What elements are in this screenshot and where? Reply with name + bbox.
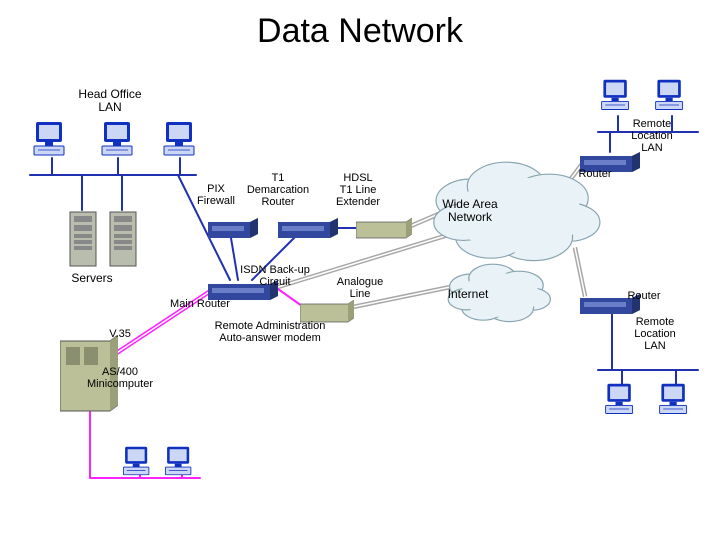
server-icon (108, 210, 140, 275)
pc-icon (598, 78, 634, 119)
lbl-analogue: Analogue Line (325, 276, 395, 300)
pc-icon (120, 445, 154, 484)
pc-icon (162, 445, 196, 484)
lbl-remote2: Remote Location LAN (620, 316, 690, 352)
pc-icon (98, 120, 138, 165)
pc-icon (602, 382, 638, 423)
lbl-mainrouter: Main Router (160, 298, 240, 310)
lbl-remadmin: Remote Administration Auto-answer modem (185, 320, 355, 344)
router-icon (208, 218, 258, 245)
lbl-servers: Servers (57, 272, 127, 285)
lbl-isdn: ISDN Back-up Circuit (225, 264, 325, 288)
lbl-v35: V.35 (100, 328, 140, 340)
pc-icon (652, 78, 688, 119)
lbl-wan: Wide Area Network (420, 198, 520, 224)
page-title: Data Network (0, 12, 720, 51)
pc-icon (160, 120, 200, 165)
lbl-t1router: T1 Demarcation Router (238, 172, 318, 208)
lbl-head-office: Head Office LAN (60, 88, 160, 114)
lbl-router1: Router (570, 168, 620, 180)
lbl-hdsl: HDSL T1 Line Extender (323, 172, 393, 208)
device-box-icon (356, 218, 412, 245)
server-icon (68, 210, 100, 275)
pc-icon (30, 120, 70, 165)
lbl-as400: AS/400 Minicomputer (70, 366, 170, 390)
pc-icon (656, 382, 692, 423)
lbl-pix: PIX Firewall (186, 183, 246, 207)
lbl-remote1: Remote Location LAN (617, 118, 687, 154)
lbl-router2: Router (619, 290, 669, 302)
router-icon (278, 218, 338, 245)
lbl-internet: Internet (428, 288, 508, 301)
